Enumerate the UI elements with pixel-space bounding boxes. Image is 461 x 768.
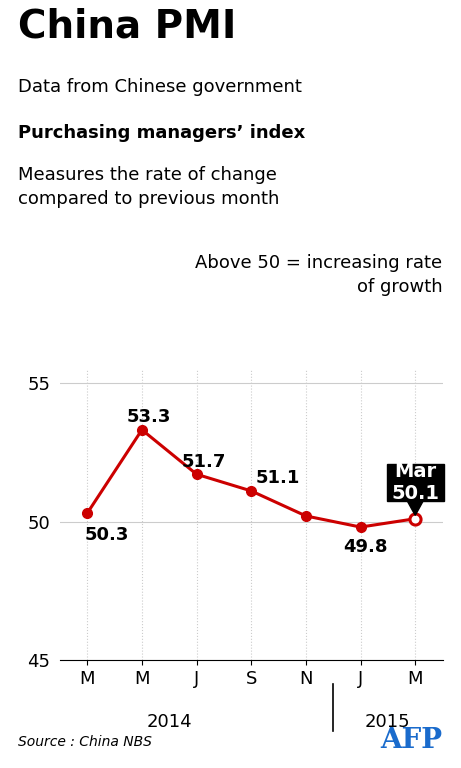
FancyBboxPatch shape — [387, 464, 443, 502]
Text: AFP: AFP — [380, 727, 443, 754]
Polygon shape — [408, 502, 423, 515]
Text: Above 50 = increasing rate
of growth: Above 50 = increasing rate of growth — [195, 254, 443, 296]
Text: 51.7: 51.7 — [181, 453, 225, 471]
Text: 49.8: 49.8 — [343, 538, 388, 555]
Text: Data from Chinese government: Data from Chinese government — [18, 78, 302, 96]
Text: Mar
50.1: Mar 50.1 — [391, 462, 439, 503]
Text: Measures the rate of change
compared to previous month: Measures the rate of change compared to … — [18, 166, 280, 207]
Text: 2015: 2015 — [365, 713, 411, 731]
Text: 50.3: 50.3 — [84, 525, 129, 544]
Text: China PMI: China PMI — [18, 7, 237, 45]
Text: Purchasing managers’ index: Purchasing managers’ index — [18, 124, 306, 141]
Text: 51.1: 51.1 — [255, 468, 300, 487]
Text: Source : China NBS: Source : China NBS — [18, 735, 152, 749]
Text: 2014: 2014 — [147, 713, 192, 731]
Text: 53.3: 53.3 — [127, 409, 171, 426]
